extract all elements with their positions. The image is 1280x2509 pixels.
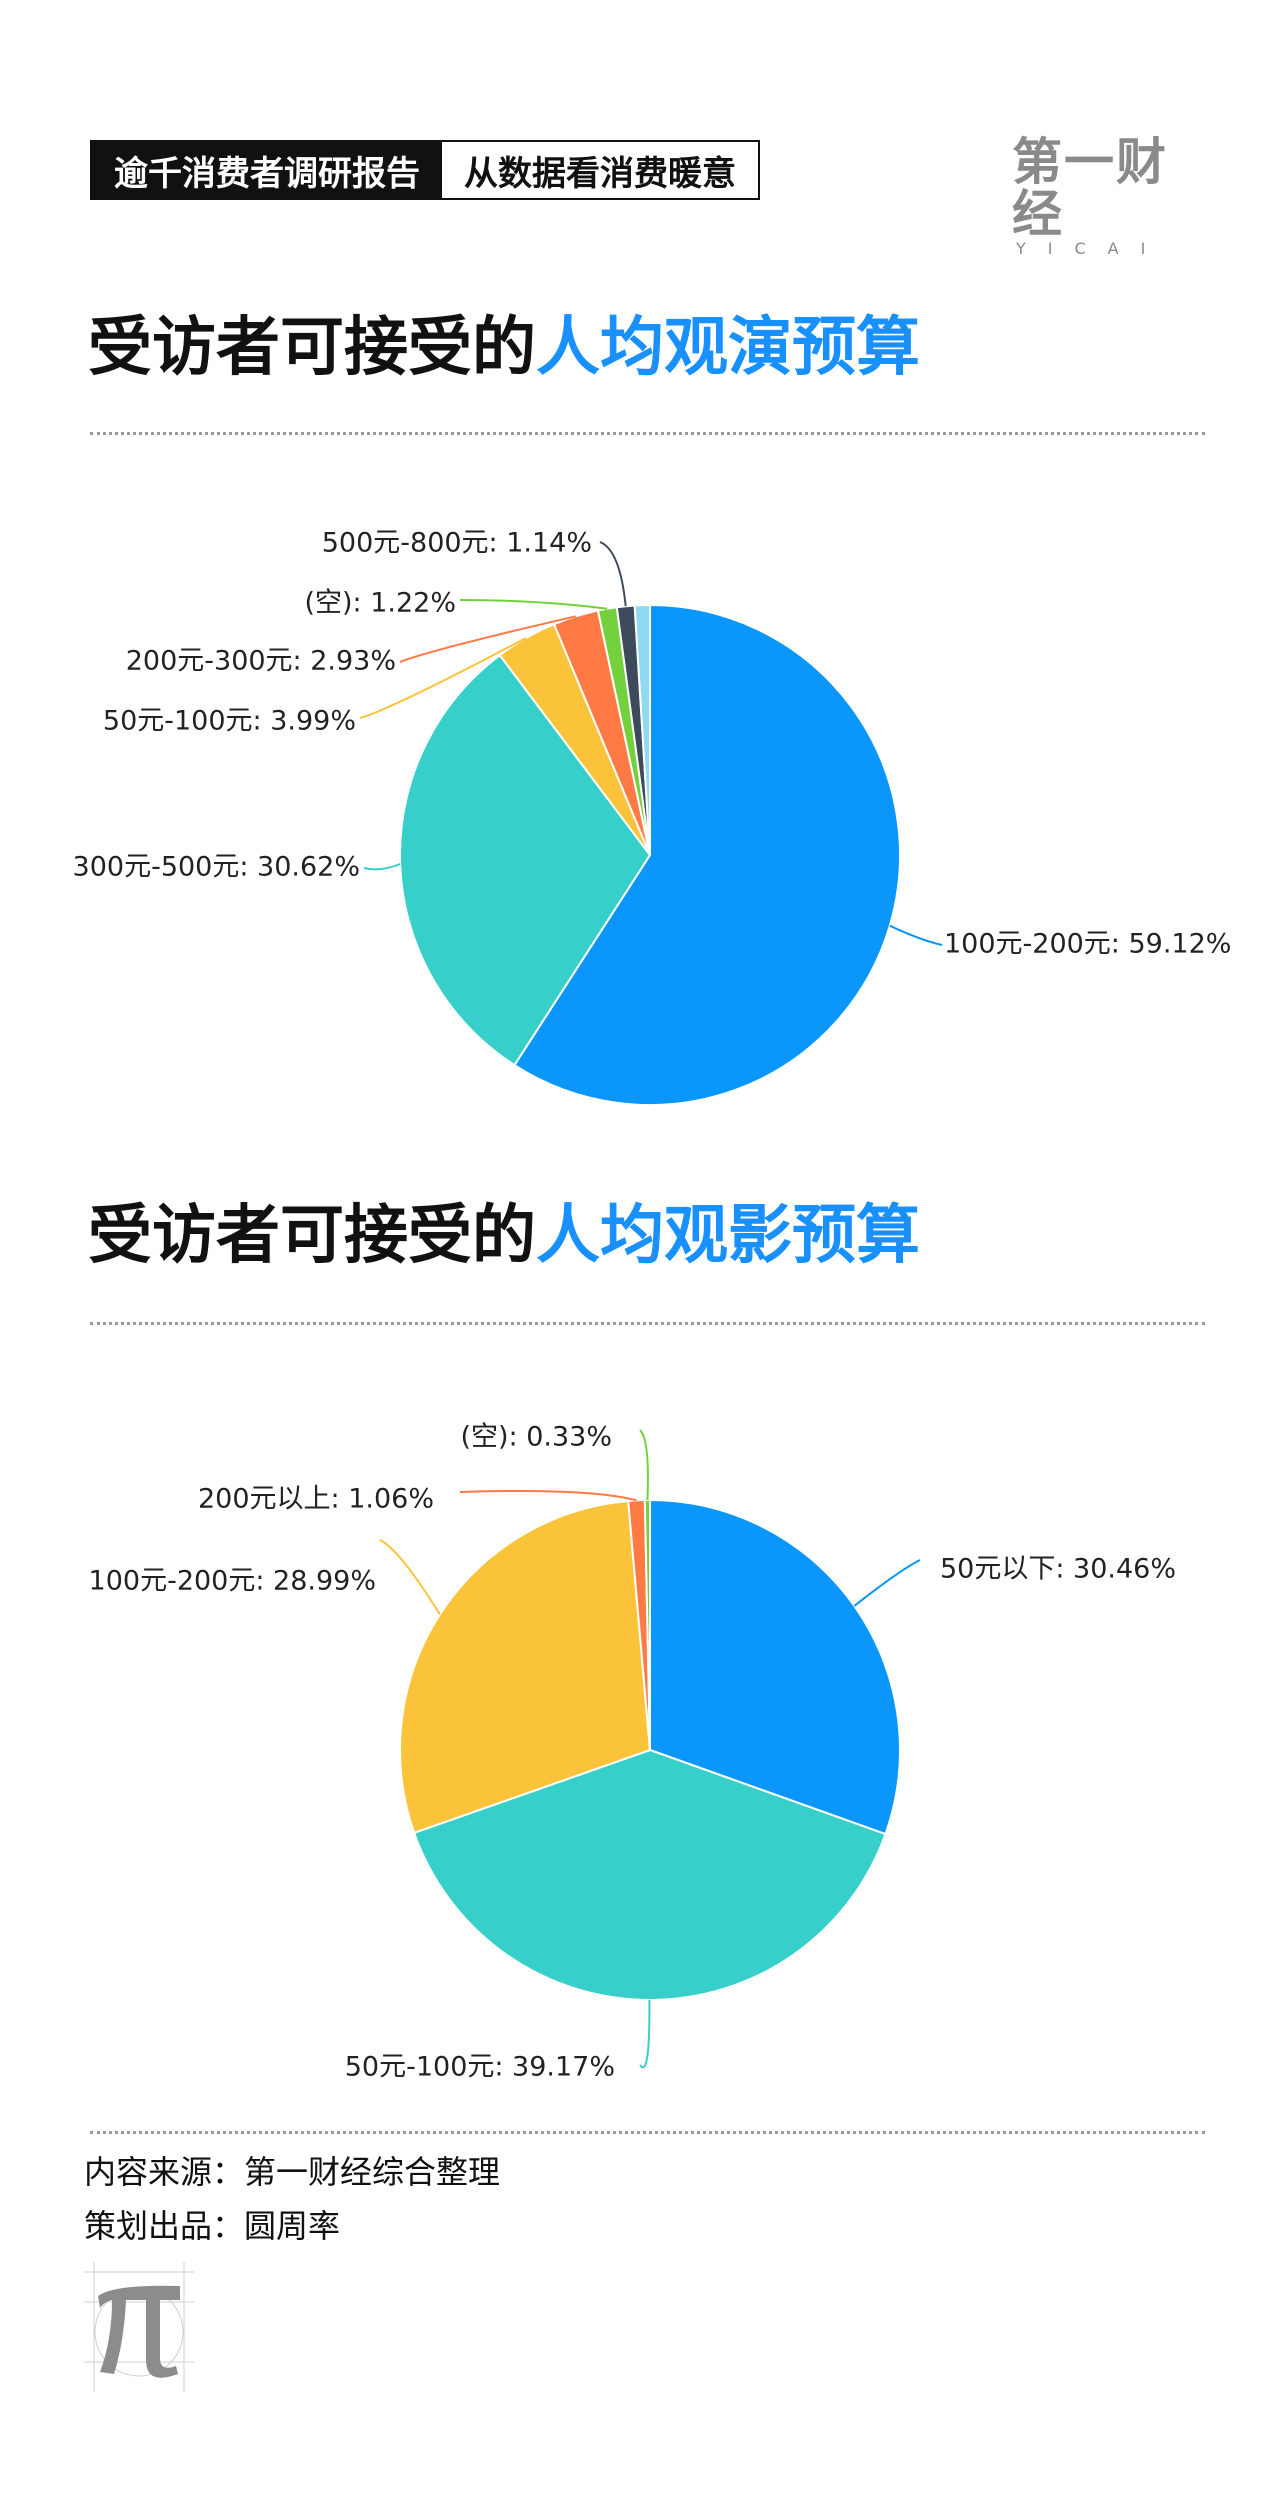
chart1-leader-0 [889,924,943,946]
chart2-title-highlight: 人均观影预算 [536,1199,920,1273]
chart1-leader-2 [359,637,527,719]
chart2-title: 受访者可接受的人均观影预算 [88,1196,920,1276]
chart2-divider [90,1322,1205,1325]
chart1-title: 受访者可接受的人均观演预算 [88,308,920,388]
logo-text: 第一财经 [1012,133,1168,243]
yicai-logo: 第一财经 YICAI [1012,136,1212,258]
chart2-leader-3 [459,1490,637,1502]
chart2-leader-1 [639,1999,651,2069]
chart2-label-4: (空): 0.33% [460,1422,612,1453]
chart2-slice-2 [399,1499,652,1835]
chart2-slice-1 [412,1748,887,2001]
chart2-leader-0 [853,1559,921,1607]
chart1-slice-0 [513,603,901,1106]
footer-divider [90,2131,1205,2134]
chart1-divider [90,432,1205,435]
chart1-leader-3 [399,615,576,663]
footer-source: 内容来源：第一财经综合整理 [84,2153,501,2191]
chart2-label-1: 50元-100元: 39.17% [345,2052,615,2083]
chart1-leader-4 [459,599,608,610]
chart2-label-0: 50元以下: 30.46% [940,1554,1176,1585]
chart1-slice-6 [633,603,651,856]
footer-producer: 策划出品：圆周率 [84,2207,341,2245]
chart1-label-2: 50元-100元: 3.99% [103,706,356,737]
chart1-label-1: 300元-500元: 30.62% [73,852,360,883]
report-tag: 逾千消费者调研报告 从数据看消费暖意 [90,140,760,200]
report-tag-title: 逾千消费者调研报告 [92,142,442,198]
chart1-title-highlight: 人均观演预算 [536,311,920,385]
chart2-label-2: 100元-200元: 28.99% [89,1566,376,1597]
chart1-label-0: 100元-200元: 59.12% [944,929,1231,960]
chart2-leader-4 [639,1429,649,1501]
chart1-slice-1 [399,653,652,1067]
chart2-slice-4 [643,1498,651,1751]
logo-subtext: YICAI [1016,239,1168,258]
chart2-slice-0 [649,1498,901,1836]
chart2-pie: 50元以下: 30.46% 50元-100元: 39.17% 100元-200元: … [89,1422,1176,2083]
chart2-label-3: 200元以上: 1.06% [198,1484,434,1515]
chart1-label-5: 500元-800元: 1.14% [322,528,592,559]
report-tag-subtitle: 从数据看消费暖意 [442,142,758,198]
chart1-label-3: 200元-300元: 2.93% [126,646,396,677]
chart1-title-prefix: 受访者可接受的 [88,311,536,385]
pi-logo [84,2262,194,2392]
chart1-leader-1 [363,863,401,871]
chart2-title-prefix: 受访者可接受的 [88,1199,536,1273]
chart1-pie: 100元-200元: 59.12% 300元-500元: 30.62% 50元-10… [73,528,1231,1106]
chart1-leader-5 [599,541,627,607]
chart1-label-4: (空): 1.22% [304,588,456,619]
chart2-leader-2 [379,1539,441,1616]
